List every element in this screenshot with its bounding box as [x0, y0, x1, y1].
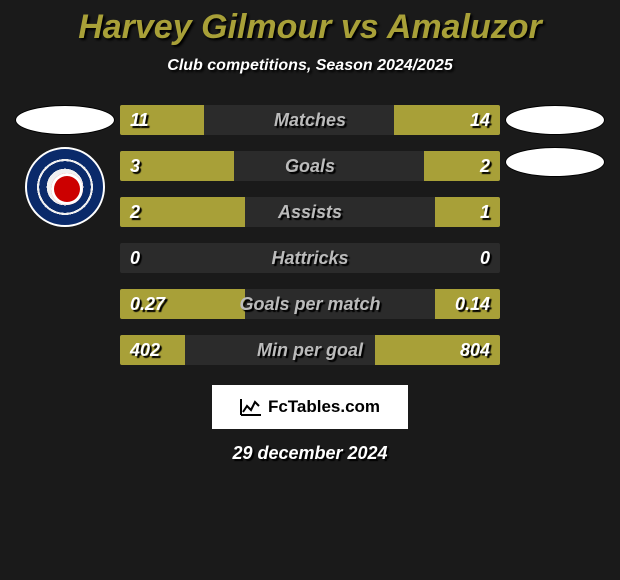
stat-label: Assists [180, 202, 440, 223]
player-avatar-right-2 [505, 147, 605, 177]
brand-badge: FcTables.com [212, 385, 408, 429]
stat-value-right: 804 [440, 340, 500, 361]
chart-icon [240, 398, 262, 416]
stat-value-right: 14 [440, 110, 500, 131]
stat-value-left: 11 [120, 110, 180, 131]
stat-value-left: 2 [120, 202, 180, 223]
stat-value-left: 0.27 [120, 294, 180, 315]
stat-row: 0Hattricks0 [120, 243, 500, 273]
stat-label: Min per goal [180, 340, 440, 361]
stats-bars: 11Matches143Goals22Assists10Hattricks00.… [120, 105, 500, 365]
footer-date: 29 december 2024 [232, 443, 387, 464]
player-avatar-right-1 [505, 105, 605, 135]
stat-label: Hattricks [180, 248, 440, 269]
stat-value-right: 0.14 [440, 294, 500, 315]
stat-value-right: 2 [440, 156, 500, 177]
stat-row: 2Assists1 [120, 197, 500, 227]
left-side [10, 105, 120, 365]
comparison-content: 11Matches143Goals22Assists10Hattricks00.… [0, 105, 620, 365]
stat-value-left: 402 [120, 340, 180, 361]
stat-label: Goals [180, 156, 440, 177]
page-title: Harvey Gilmour vs Amaluzor [0, 0, 620, 47]
right-side [500, 105, 610, 365]
stat-value-left: 3 [120, 156, 180, 177]
footer: FcTables.com 29 december 2024 [0, 385, 620, 464]
player-avatar-left [15, 105, 115, 135]
page-subtitle: Club competitions, Season 2024/2025 [0, 57, 620, 75]
stat-row: 3Goals2 [120, 151, 500, 181]
stat-row: 402Min per goal804 [120, 335, 500, 365]
club-badge-left [25, 147, 105, 227]
stat-value-left: 0 [120, 248, 180, 269]
stat-value-right: 1 [440, 202, 500, 223]
stat-value-right: 0 [440, 248, 500, 269]
stat-row: 11Matches14 [120, 105, 500, 135]
stat-row: 0.27Goals per match0.14 [120, 289, 500, 319]
brand-text: FcTables.com [268, 397, 380, 417]
stat-label: Matches [180, 110, 440, 131]
stat-label: Goals per match [180, 294, 440, 315]
